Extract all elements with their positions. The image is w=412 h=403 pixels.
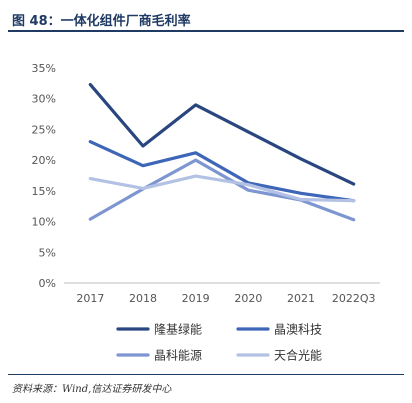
series-line-3 xyxy=(88,158,356,222)
figure-title: 图 48：一体化组件厂商毛利率 xyxy=(12,14,191,29)
legend-label: 晶科能源 xyxy=(154,349,202,363)
x-tick-label: 2018 xyxy=(129,292,157,305)
legend-label: 天合光能 xyxy=(274,348,322,363)
y-tick-label: 30% xyxy=(32,93,56,106)
y-tick-label: 15% xyxy=(32,185,56,198)
x-tick-label: 2017 xyxy=(76,292,104,305)
y-tick-label: 0% xyxy=(39,277,56,290)
x-tick-label: 2020 xyxy=(234,292,262,305)
legend-label: 晶澳科技 xyxy=(274,323,322,337)
series-line-4 xyxy=(88,174,356,203)
source-note: 资料来源：Wind,信达证券研发中心 xyxy=(12,384,172,395)
series-line-2 xyxy=(88,140,356,203)
x-tick-label: 2019 xyxy=(182,292,210,305)
x-tick-label: 2021 xyxy=(287,292,315,305)
y-tick-label: 35% xyxy=(32,62,56,75)
line-chart: 0% 5% 10% 15% 20% 25% 30% 35% 2017 2018 2019 2020 20… xyxy=(32,62,380,363)
legend-label: 隆基绿能 xyxy=(154,322,202,337)
y-tick-label: 5% xyxy=(39,246,56,259)
title-divider xyxy=(8,30,404,32)
y-tick-label: 10% xyxy=(32,216,56,229)
x-tick-label: 2022Q3 xyxy=(332,292,376,305)
series-line-1 xyxy=(88,82,356,186)
y-tick-label: 25% xyxy=(32,123,56,136)
y-tick-label: 20% xyxy=(32,154,56,167)
source-divider xyxy=(8,374,404,375)
